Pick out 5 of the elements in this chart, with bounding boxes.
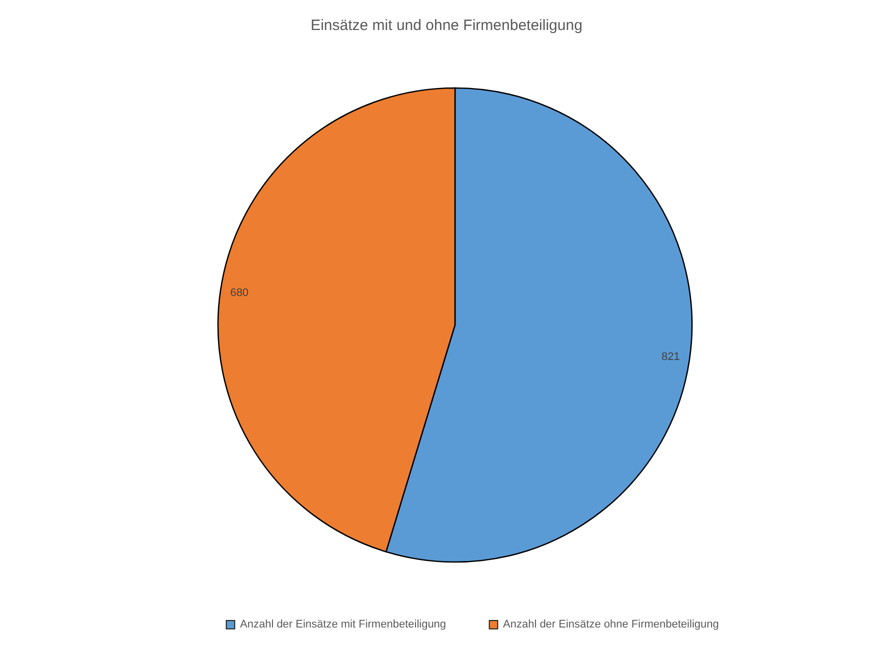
legend-label: Anzahl der Einsätze mit Firmenbeteiligung	[240, 618, 446, 631]
data-label: 680	[230, 286, 249, 299]
chart-title: Einsätze mit und ohne Firmenbeteiligung	[310, 17, 582, 34]
legend-label: Anzahl der Einsätze ohne Firmenbeteiligung	[503, 618, 719, 631]
data-label: 821	[661, 351, 680, 364]
